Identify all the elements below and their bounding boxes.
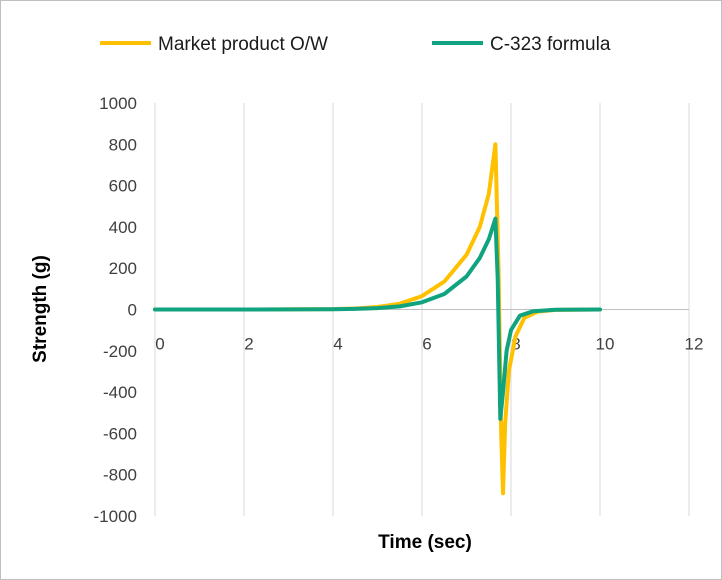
y-tick-label: 400	[109, 218, 137, 237]
legend-label-c323-formula[interactable]: C-323 formula	[490, 34, 611, 55]
y-tick-label: 1000	[99, 94, 137, 113]
y-tick-label: 200	[109, 259, 137, 278]
x-tick-label: 4	[333, 335, 342, 354]
y-tick-label: -200	[103, 342, 137, 361]
y-axis-title: Strength (g)	[30, 255, 51, 363]
x-tick-label: 10	[596, 335, 615, 354]
x-tick-label: 0	[155, 335, 164, 354]
y-tick-label: 0	[128, 301, 137, 320]
y-tick-label: -1000	[94, 507, 137, 526]
x-tick-label: 2	[244, 335, 253, 354]
legend: Market product O/W C-323 formula	[100, 34, 611, 55]
y-axis-tick-labels: 1000 800 600 400 200 0 -200 -400 -600 -800 -1000	[94, 94, 137, 526]
series-line-c323-formula[interactable]	[153, 216, 602, 421]
x-axis-title: Time (sec)	[378, 532, 472, 553]
y-tick-label: -600	[103, 424, 137, 443]
series-layer	[153, 142, 602, 496]
x-tick-label: 12	[685, 335, 704, 354]
y-tick-label: -400	[103, 383, 137, 402]
y-tick-label: 800	[109, 135, 137, 154]
x-tick-label: 6	[422, 335, 431, 354]
legend-label-market-product[interactable]: Market product O/W	[158, 34, 328, 55]
y-tick-label: 600	[109, 177, 137, 196]
y-tick-label: -800	[103, 466, 137, 485]
